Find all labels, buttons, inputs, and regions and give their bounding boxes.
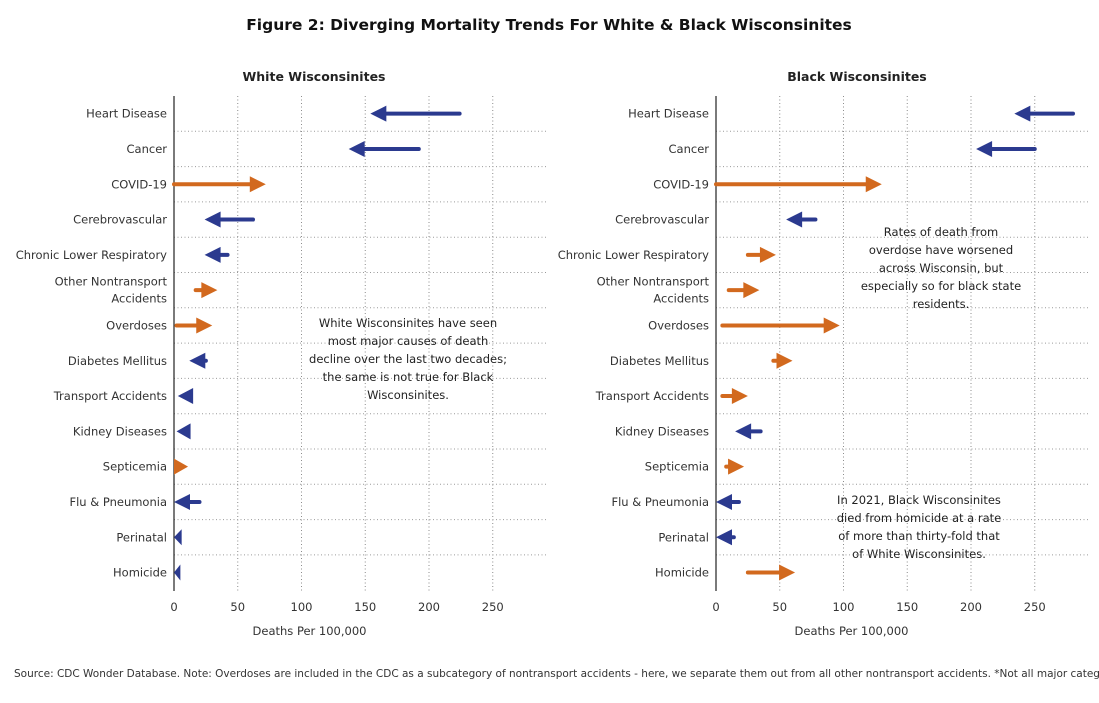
arrow-head (176, 423, 191, 440)
category-label: Heart Disease (86, 107, 167, 121)
annotation-text: most major causes of death (328, 334, 489, 348)
category-label: Cancer (669, 142, 710, 156)
category-label: Diabetes Mellitus (68, 354, 167, 368)
x-tick-label: 250 (482, 600, 504, 614)
category-label: Perinatal (116, 530, 167, 544)
category-label: Flu & Pneumonia (69, 495, 167, 509)
arrow-head (776, 352, 793, 369)
arrow-head (204, 246, 221, 263)
annotation-text: of White Wisconsinites. (852, 547, 986, 561)
arrow-head (786, 211, 803, 228)
category-label: Kidney Diseases (615, 424, 709, 438)
category-label: Overdoses (648, 318, 709, 332)
arrow-head (249, 176, 266, 193)
x-tick-label: 250 (1024, 600, 1046, 614)
arrow-head (174, 458, 189, 475)
x-tick-label: 100 (291, 600, 313, 614)
arrow-head (370, 105, 387, 122)
annotation-text: White Wisconsinites have seen (319, 316, 497, 330)
category-label: Flu & Pneumonia (611, 495, 709, 509)
annotation-text: across Wisconsin, but (879, 261, 1004, 275)
arrow-head (174, 493, 190, 510)
category-label: Heart Disease (628, 107, 709, 121)
x-tick-label: 50 (230, 600, 245, 614)
arrow-head (759, 246, 776, 263)
arrow-head (716, 529, 732, 546)
arrow-head (728, 458, 745, 475)
category-label: Accidents (111, 292, 167, 306)
annotation-text: In 2021, Black Wisconsinites (837, 493, 1001, 507)
category-label: Other Nontransport (597, 275, 710, 289)
arrow-head (177, 388, 194, 405)
x-tick-label: 150 (896, 600, 918, 614)
category-label: Transport Accidents (53, 389, 167, 403)
x-tick-label: 200 (418, 600, 440, 614)
category-label: Overdoses (106, 318, 167, 332)
annotation-text: residents. (913, 297, 970, 311)
x-tick-label: 200 (960, 600, 982, 614)
arrow-head (865, 176, 882, 193)
white-wisconsinites-panel: White Wisconsinites 0 50 100 150 200 250 Deaths… (16, 69, 546, 638)
panel-title: Black Wisconsinites (787, 69, 927, 84)
category-label: Accidents (653, 292, 709, 306)
arrow-head (1014, 105, 1031, 122)
arrow-head (976, 140, 993, 157)
annotation-text: Rates of death from (884, 225, 998, 239)
category-label: Chronic Lower Respiratory (16, 248, 167, 262)
category-label: COVID-19 (653, 177, 709, 191)
arrow-head (823, 317, 840, 334)
arrow-head (731, 388, 748, 405)
arrow-head (189, 352, 206, 369)
x-axis-title: Deaths Per 100,000 (795, 624, 909, 638)
arrow-head (174, 564, 181, 581)
annotation-text: died from homicide at a rate (837, 511, 1002, 525)
black-wisconsinites-panel: Black Wisconsinites 0 50 100 150 200 250 Deaths… (558, 69, 1088, 638)
x-axis-title: Deaths Per 100,000 (253, 624, 367, 638)
x-tick-label: 150 (354, 600, 376, 614)
x-tick-label: 0 (170, 600, 177, 614)
category-label: Cerebrovascular (73, 213, 167, 227)
arrow-head (174, 529, 182, 546)
annotation-text: of more than thirty-fold that (838, 529, 1000, 543)
category-label: Cerebrovascular (615, 213, 709, 227)
x-tick-label: 100 (833, 600, 855, 614)
arrow-head (716, 493, 732, 510)
source-note: Source: CDC Wonder Database. Note: Overd… (14, 668, 1099, 680)
category-label: Homicide (113, 566, 167, 580)
category-label: Transport Accidents (595, 389, 709, 403)
annotation-text: overdose have worsened (869, 243, 1013, 257)
panel-title: White Wisconsinites (243, 69, 386, 84)
x-tick-label: 50 (772, 600, 787, 614)
category-label: Diabetes Mellitus (610, 354, 709, 368)
annotation-text: decline over the last two decades; (309, 352, 507, 366)
arrow-head (735, 423, 752, 440)
annotation-text: Wisconsinites. (367, 388, 449, 402)
category-label: Kidney Diseases (73, 424, 167, 438)
category-label: Chronic Lower Respiratory (558, 248, 709, 262)
arrow-head (196, 317, 213, 334)
annotation-text: especially so for black state (861, 279, 1021, 293)
category-label: Perinatal (658, 530, 709, 544)
category-label: Homicide (655, 566, 709, 580)
arrow-head (743, 282, 760, 299)
category-label: Other Nontransport (55, 275, 168, 289)
arrow-head (201, 282, 218, 299)
category-label: COVID-19 (111, 177, 167, 191)
figure-title: Figure 2: Diverging Mortality Trends For… (246, 16, 852, 34)
arrow-head (779, 564, 796, 581)
arrow-head (348, 140, 365, 157)
arrow-head (204, 211, 221, 228)
category-label: Septicemia (645, 460, 709, 474)
category-label: Septicemia (103, 460, 167, 474)
x-tick-label: 0 (712, 600, 719, 614)
annotation-text: the same is not true for Black (323, 370, 494, 384)
category-label: Cancer (127, 142, 168, 156)
